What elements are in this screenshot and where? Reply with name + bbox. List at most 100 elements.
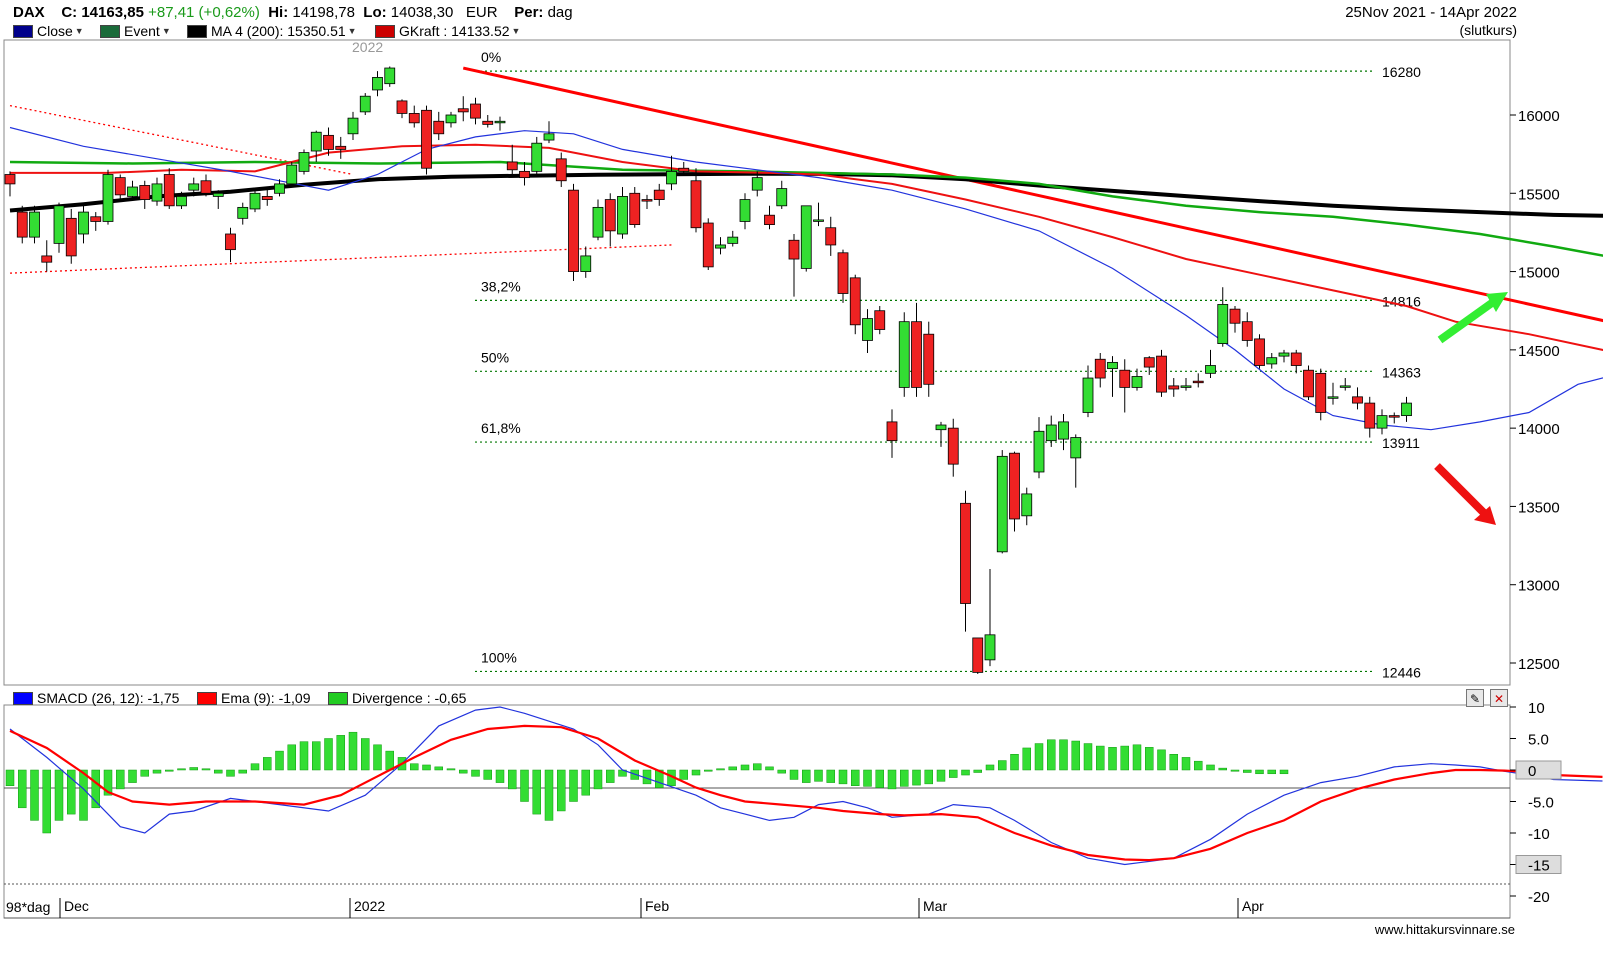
candle bbox=[53, 202, 65, 253]
divergence-bar bbox=[985, 764, 995, 771]
divergence-bar bbox=[557, 769, 566, 812]
macd-line-0 bbox=[9, 706, 1603, 866]
divergence-bar bbox=[91, 769, 100, 809]
divergence-bar bbox=[924, 769, 933, 785]
divergence-bar bbox=[201, 768, 211, 771]
divergence-bar bbox=[18, 769, 27, 809]
candle bbox=[286, 161, 298, 188]
divergence-bar bbox=[1255, 769, 1264, 775]
price-tick-label: 12500 bbox=[1518, 656, 1560, 673]
candle bbox=[16, 205, 28, 244]
divergence-bar bbox=[30, 769, 39, 821]
divergence-bar bbox=[1059, 739, 1068, 771]
candle bbox=[274, 179, 285, 197]
divergence-bar bbox=[422, 764, 431, 771]
candle bbox=[1094, 352, 1106, 388]
price-tick-label: 14000 bbox=[1518, 421, 1560, 438]
candle bbox=[641, 194, 653, 209]
divergence-bar bbox=[777, 769, 786, 774]
divergence-bar bbox=[275, 750, 284, 771]
legend-ema[interactable]: Ema (9): -1,09 bbox=[197, 690, 310, 706]
candle bbox=[1352, 387, 1363, 410]
legend-event-swatch bbox=[100, 24, 120, 38]
divergence-bar bbox=[679, 769, 688, 780]
divergence-bar bbox=[165, 769, 174, 772]
divergence-bar bbox=[214, 769, 223, 774]
divergence-bar bbox=[1279, 769, 1289, 775]
candle bbox=[1388, 412, 1400, 424]
legend-event-label: Event bbox=[124, 23, 160, 39]
period-note: 98*dag bbox=[6, 899, 51, 915]
candle bbox=[176, 191, 187, 209]
candle bbox=[310, 130, 322, 162]
divergence-bar bbox=[1071, 740, 1080, 771]
divergence-bar bbox=[826, 769, 835, 783]
divergence-bar bbox=[1206, 764, 1215, 771]
legend-smacd[interactable]: SMACD (26, 12): -1,75 bbox=[13, 690, 179, 706]
divergence-bar bbox=[495, 769, 505, 783]
macd-tick-label: -5.0 bbox=[1528, 795, 1554, 812]
header-line: DAX C: 14163,85 +87,41 (+0,62%) Hi: 1419… bbox=[13, 4, 573, 21]
candle bbox=[1021, 487, 1033, 526]
price-tick-label: 13000 bbox=[1518, 578, 1560, 595]
divergence-bar bbox=[1132, 744, 1142, 771]
candle bbox=[237, 202, 249, 225]
divergence-bar bbox=[434, 766, 443, 771]
candle bbox=[1315, 368, 1327, 421]
candle bbox=[1107, 356, 1118, 397]
candle bbox=[543, 121, 555, 144]
trendline-0 bbox=[462, 66, 1603, 323]
candle bbox=[898, 312, 910, 397]
divergence-bar bbox=[348, 731, 358, 771]
legend-gkraft-label: GKraft : 14133.52 bbox=[399, 23, 510, 39]
legend-gkraft[interactable]: GKraft : 14133.52 ▼ bbox=[375, 23, 520, 39]
divergence-bar bbox=[508, 769, 517, 790]
fib-levels: 0% 16280 38,2% 14816 50% 14363 61,8% 13911 100% 1… bbox=[475, 49, 1421, 680]
divergence-bar bbox=[152, 769, 162, 774]
candle bbox=[151, 177, 163, 206]
candle bbox=[1327, 382, 1339, 405]
divergence-bar bbox=[1120, 745, 1129, 771]
divergence-bar bbox=[838, 769, 848, 785]
period-value: dag bbox=[547, 4, 573, 21]
x-tick-label: Apr bbox=[1242, 898, 1264, 914]
arrow-down-right-icon bbox=[1434, 463, 1496, 525]
fib-pct-label: 61,8% bbox=[481, 420, 521, 436]
date-x-axis: Dec 2022 Feb Mar Apr bbox=[59, 898, 1264, 918]
price-tick-label: 13500 bbox=[1518, 499, 1560, 516]
ticker: DAX bbox=[13, 4, 45, 21]
candle bbox=[800, 205, 812, 272]
fib-pct-label: 0% bbox=[481, 49, 501, 65]
candle bbox=[90, 212, 102, 231]
legend-event[interactable]: Event ▼ bbox=[100, 23, 171, 39]
legend-divergence[interactable]: Divergence : -0,65 bbox=[328, 690, 466, 706]
candle bbox=[849, 274, 861, 335]
divergence-bar bbox=[936, 769, 946, 782]
macd-tick-label: 5.0 bbox=[1528, 732, 1549, 749]
candle bbox=[788, 233, 800, 297]
close-icon[interactable]: ✕ bbox=[1490, 689, 1508, 707]
ma-line-1 bbox=[9, 160, 1603, 257]
legend-divergence-swatch bbox=[328, 691, 348, 705]
legend-ma200[interactable]: MA 4 (200): 15350.51 ▼ bbox=[187, 23, 357, 39]
divergence-bar bbox=[1157, 749, 1166, 771]
divergence-bar bbox=[704, 769, 713, 772]
candle bbox=[1376, 409, 1388, 435]
divergence-bar bbox=[949, 769, 958, 778]
price-basis: (slutkurs) bbox=[1459, 22, 1517, 38]
candle bbox=[1070, 434, 1082, 488]
close-label: C: bbox=[61, 4, 78, 21]
year-marker: 2022 bbox=[352, 39, 384, 55]
candle bbox=[1033, 417, 1045, 479]
divergence-bar bbox=[581, 769, 590, 796]
candle bbox=[384, 66, 396, 87]
candle bbox=[200, 174, 212, 197]
wrench-icon[interactable]: ✎ bbox=[1466, 689, 1484, 707]
divergence-bar bbox=[238, 769, 247, 774]
candle bbox=[996, 450, 1008, 554]
legend-close[interactable]: Close ▼ bbox=[13, 23, 84, 39]
candle bbox=[506, 144, 518, 175]
candle bbox=[653, 183, 665, 206]
divergence-bar bbox=[446, 768, 456, 771]
chevron-down-icon: ▼ bbox=[161, 26, 171, 36]
